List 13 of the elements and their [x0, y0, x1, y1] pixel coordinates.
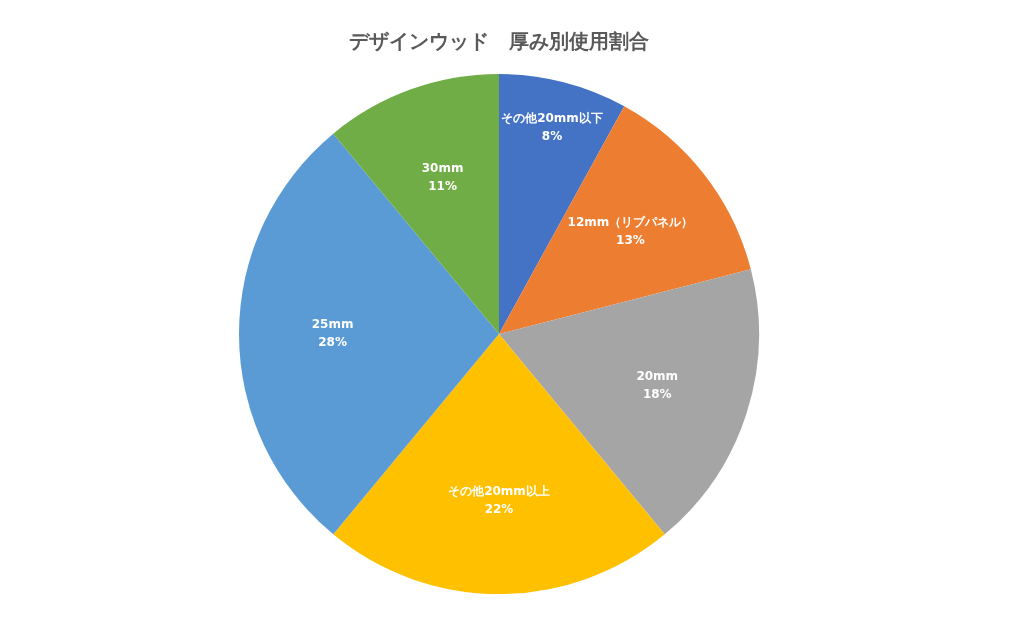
slice-label: 20mm [636, 368, 679, 383]
slice-label: 12mm（リブパネル） [567, 215, 694, 230]
slice-label: 30mm [421, 160, 464, 175]
data-label: 18% [642, 386, 672, 401]
slice-label: その他20mm以下 [501, 110, 603, 125]
data-label: 22% [484, 501, 514, 516]
data-label: 11% [428, 178, 457, 193]
data-label: 8% [541, 128, 563, 143]
data-label: 28% [318, 335, 347, 350]
chart-title: デザインウッド 厚み別使用割合 [349, 29, 649, 54]
slice-label: 25mm [311, 317, 354, 332]
slice-label: その他20mm以上 [448, 483, 550, 498]
data-label: 13% [616, 233, 645, 248]
